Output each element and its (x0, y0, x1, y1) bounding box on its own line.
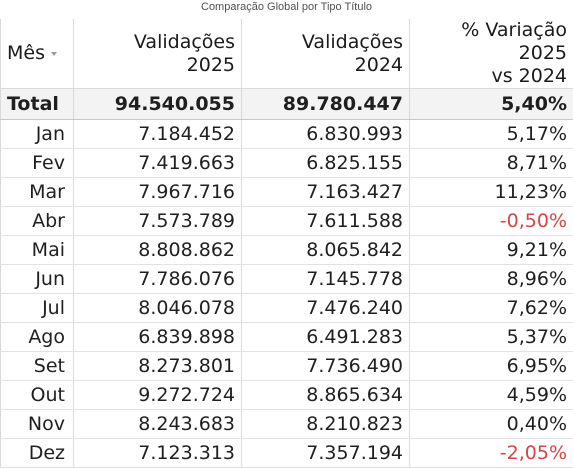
validations-2024-cell: 7.357.194 (242, 439, 410, 468)
column-header-month-label: Mês (7, 42, 45, 64)
month-cell: Ago (1, 323, 74, 352)
header-row: Mês Validações 2025 Validações 2024 % Va… (1, 19, 573, 89)
validations-2024-cell: 8.865.634 (242, 381, 410, 410)
validations-2025-cell: 8.243.683 (74, 410, 242, 439)
total-label: Total (1, 89, 74, 120)
month-cell: Nov (1, 410, 74, 439)
variation-cell: 4,59% (410, 381, 573, 410)
variation-cell: -2,05% (410, 439, 573, 468)
month-cell: Dez (1, 439, 74, 468)
validations-2025-cell: 7.184.452 (74, 120, 242, 149)
validations-2025-cell: 7.967.716 (74, 178, 242, 207)
validations-2024-cell: 7.163.427 (242, 178, 410, 207)
validations-2024-cell: 7.145.778 (242, 265, 410, 294)
column-header-month[interactable]: Mês (1, 19, 74, 89)
variation-cell: 7,62% (410, 294, 573, 323)
validations-2024-cell: 8.065.842 (242, 236, 410, 265)
month-cell: Fev (1, 149, 74, 178)
month-cell: Abr (1, 207, 74, 236)
variation-cell: 8,71% (410, 149, 573, 178)
validations-2024-cell: 7.611.588 (242, 207, 410, 236)
month-cell: Set (1, 352, 74, 381)
validations-2025-cell: 8.273.801 (74, 352, 242, 381)
validations-2024-cell: 8.210.823 (242, 410, 410, 439)
validations-2025-cell: 6.839.898 (74, 323, 242, 352)
column-header-variation-line1: % Variação 2025 (461, 19, 567, 64)
validations-2024-cell: 6.830.993 (242, 120, 410, 149)
validations-2024-cell: 7.736.490 (242, 352, 410, 381)
column-header-validations-2025[interactable]: Validações 2025 (74, 19, 242, 89)
total-validations-2025: 94.540.055 (74, 89, 242, 120)
month-cell: Out (1, 381, 74, 410)
validations-2024-cell: 6.825.155 (242, 149, 410, 178)
variation-cell: 5,17% (410, 120, 573, 149)
validations-2025-cell: 8.808.862 (74, 236, 242, 265)
validations-2025-cell: 8.046.078 (74, 294, 242, 323)
month-cell: Jan (1, 120, 74, 149)
month-cell: Jul (1, 294, 74, 323)
comparison-table: Mês Validações 2025 Validações 2024 % Va… (0, 19, 573, 468)
total-row: Total 94.540.055 89.780.447 5,40% (1, 89, 573, 120)
variation-cell: 6,95% (410, 352, 573, 381)
month-cell: Jun (1, 265, 74, 294)
variation-cell: 0,40% (410, 410, 573, 439)
variation-cell: 11,23% (410, 178, 573, 207)
visual-title: Comparação Global por Tipo Título (0, 0, 573, 16)
column-header-variation[interactable]: % Variação 2025 vs 2024 (410, 19, 573, 89)
variation-cell: 9,21% (410, 236, 573, 265)
sort-descending-icon[interactable] (51, 52, 57, 56)
total-variation: 5,40% (410, 89, 573, 120)
variation-cell: -0,50% (410, 207, 573, 236)
month-cell: Mar (1, 178, 74, 207)
column-header-variation-line2: vs 2024 (491, 65, 567, 87)
variation-cell: 5,37% (410, 323, 573, 352)
validations-2025-cell: 7.573.789 (74, 207, 242, 236)
column-header-validations-2024[interactable]: Validações 2024 (242, 19, 410, 89)
validations-2025-cell: 9.272.724 (74, 381, 242, 410)
total-validations-2024: 89.780.447 (242, 89, 410, 120)
validations-2025-cell: 7.786.076 (74, 265, 242, 294)
validations-2025-cell: 7.123.313 (74, 439, 242, 468)
month-cell: Mai (1, 236, 74, 265)
validations-2024-cell: 6.491.283 (242, 323, 410, 352)
validations-2024-cell: 7.476.240 (242, 294, 410, 323)
validations-2025-cell: 7.419.663 (74, 149, 242, 178)
variation-cell: 8,96% (410, 265, 573, 294)
